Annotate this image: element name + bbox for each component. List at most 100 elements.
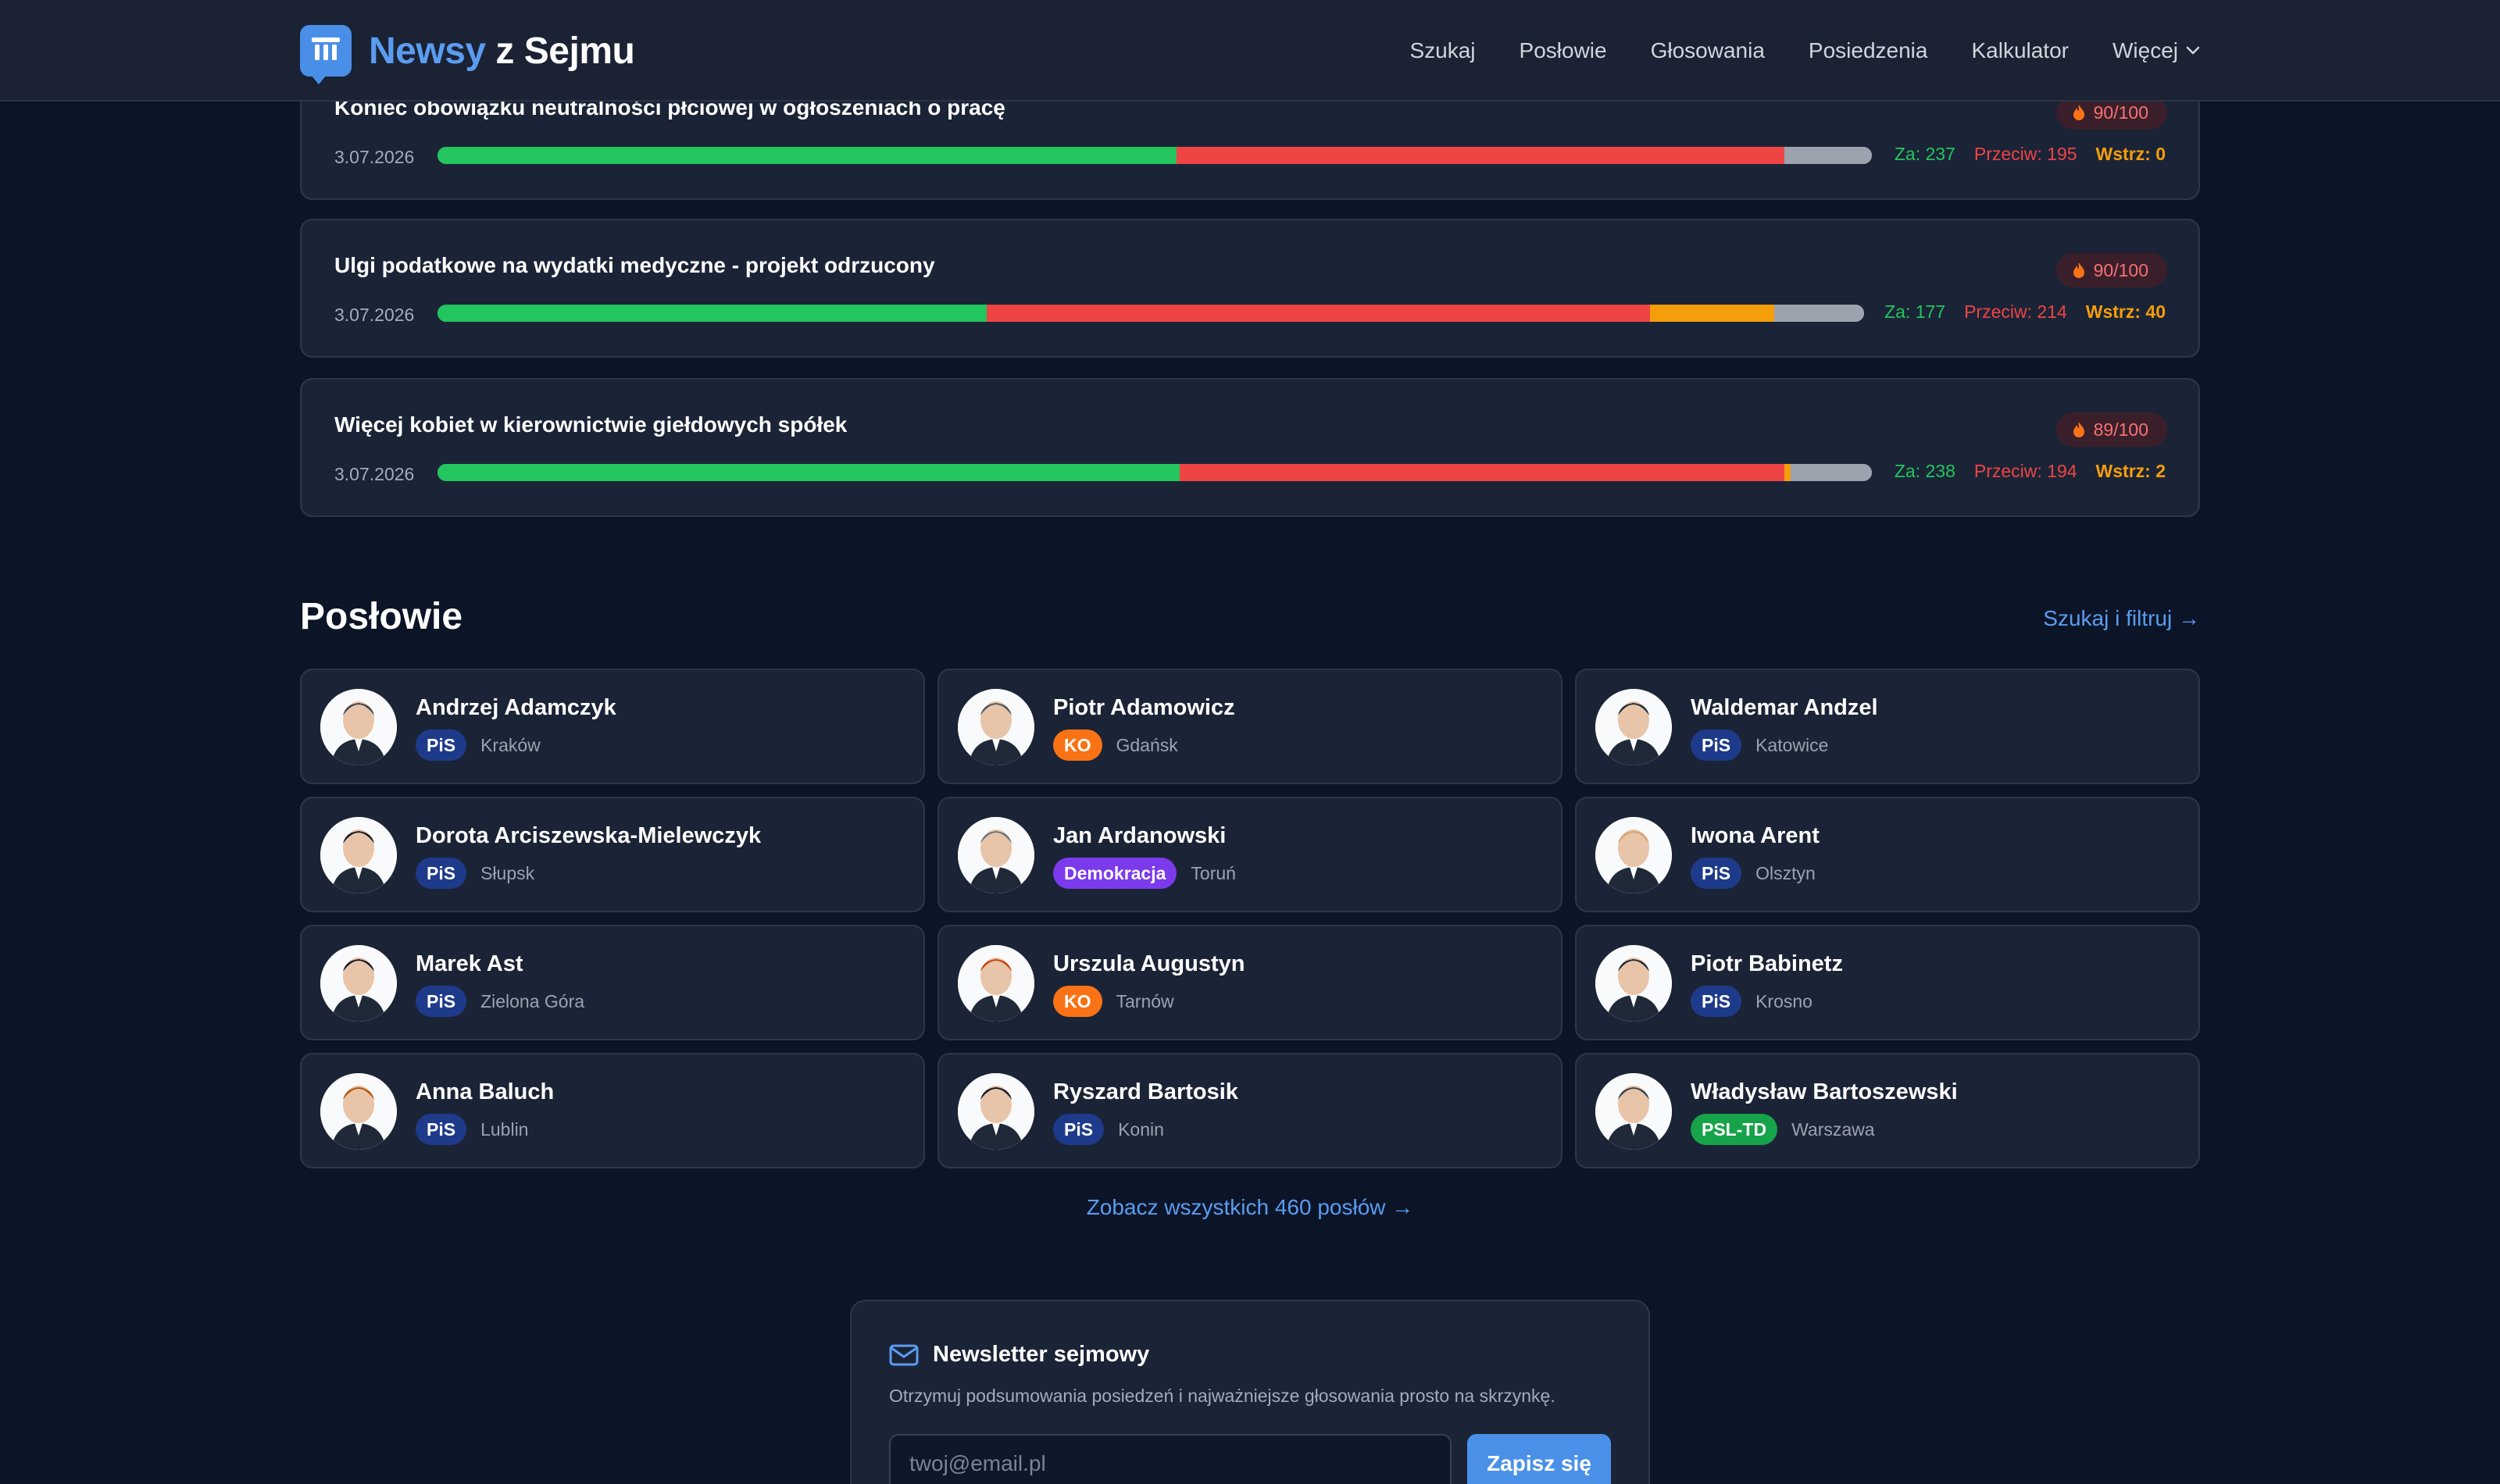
mp-city: Warszawa [1791, 1118, 1875, 1140]
bar-przeciw-segment [1176, 147, 1785, 164]
mp-name: Dorota Arciszewska-Mielewczyk [416, 823, 762, 848]
nav-szukaj[interactable]: Szukaj [1409, 38, 1476, 62]
bar-za-segment [438, 464, 1180, 481]
count-przeciw: Przeciw: 214 [1964, 301, 2067, 322]
mp-city: Słupsk [480, 862, 535, 883]
mp-card[interactable]: Anna Baluch PiS Lublin [300, 1053, 925, 1168]
brand-rest: z Sejmu [485, 30, 635, 72]
avatar [1595, 817, 1672, 894]
mp-city: Gdańsk [1116, 734, 1178, 755]
avatar [320, 689, 397, 765]
main-nav: Szukaj Posłowie Głosowania Posiedzenia K… [1409, 38, 2200, 63]
mp-city: Lublin [480, 1118, 529, 1140]
avatar [958, 1073, 1034, 1150]
mp-card[interactable]: Ryszard Bartosik PiS Konin [938, 1053, 1562, 1168]
count-wstrz: Wstrz: 0 [2095, 144, 2166, 164]
portrait-icon [958, 1073, 1034, 1150]
vote-date: 3.07.2026 [334, 305, 415, 325]
count-wstrz: Wstrz: 40 [2085, 301, 2166, 322]
count-przeciw: Przeciw: 194 [1973, 461, 2077, 481]
see-all-mps-link[interactable]: Zobacz wszystkich 460 posłów → [1086, 1195, 1414, 1219]
portrait-icon [320, 1073, 397, 1150]
newsletter-title: Newsletter sejmowy [933, 1342, 1150, 1367]
mp-card[interactable]: Piotr Babinetz PiS Krosno [1575, 925, 2200, 1040]
newsletter-description: Otrzymuj podsumowania posiedzeń i najważ… [889, 1386, 1555, 1406]
brand-accent: Newsy [369, 30, 486, 72]
avatar [1595, 1073, 1672, 1150]
party-badge: PiS [1691, 730, 1742, 761]
mp-card[interactable]: Waldemar Andzel PiS Katowice [1575, 669, 2200, 784]
mp-card[interactable]: Jan Ardanowski Demokracja Toruń [938, 797, 1562, 912]
hotness-score: 89/100 [2093, 419, 2148, 440]
count-za: Za: 237 [1894, 144, 1955, 164]
mail-icon [889, 1344, 919, 1365]
nav-kalkulator[interactable]: Kalkulator [1971, 38, 2069, 62]
avatar [958, 945, 1034, 1022]
mp-city: Olsztyn [1755, 862, 1816, 883]
mp-name: Piotr Babinetz [1691, 951, 1843, 976]
bar-absent-segment [1773, 305, 1864, 322]
avatar [320, 945, 397, 1022]
vote-card[interactable]: Ulgi podatkowe na wydatki medyczne - pro… [300, 219, 2200, 358]
section-title-poslowie: Posłowie [300, 596, 463, 637]
mp-name: Władysław Bartoszewski [1691, 1079, 1958, 1104]
avatar [958, 689, 1034, 765]
columns-icon [312, 37, 340, 60]
mp-name: Iwona Arent [1691, 823, 1820, 848]
count-wstrz: Wstrz: 2 [2095, 461, 2166, 481]
vote-counts: Za: 237 Przeciw: 195 Wstrz: 0 [1895, 144, 2166, 165]
mp-card[interactable]: Urszula Augustyn KO Tarnów [938, 925, 1562, 1040]
mp-name: Waldemar Andzel [1691, 695, 1878, 720]
bar-wstrz-segment [1784, 464, 1791, 481]
vote-card[interactable]: Więcej kobiet w kierownictwie giełdowych… [300, 378, 2200, 517]
portrait-icon [1595, 1073, 1672, 1150]
mp-card[interactable]: Andrzej Adamczyk PiS Kraków [300, 669, 925, 784]
party-badge: KO [1053, 986, 1102, 1017]
mp-card[interactable]: Władysław Bartoszewski PSL-TD Warszawa [1575, 1053, 2200, 1168]
search-filter-link[interactable]: Szukaj i filtruj → [2043, 606, 2200, 630]
nav-wiecej-dropdown[interactable]: Więcej [2112, 38, 2200, 63]
nav-poslowie[interactable]: Posłowie [1519, 38, 1607, 62]
brand-home-link[interactable]: Newsy z Sejmu [300, 25, 635, 84]
vote-date: 3.07.2026 [334, 464, 415, 484]
vote-result-bar [438, 305, 1864, 322]
mp-city: Tarnów [1116, 990, 1174, 1011]
flame-icon [2073, 262, 2084, 278]
vote-result-bar [438, 464, 1872, 481]
party-badge: Demokracja [1053, 858, 1177, 889]
mp-meta: PSL-TD Warszawa [1691, 1114, 1875, 1145]
avatar [1595, 689, 1672, 765]
mp-name: Andrzej Adamczyk [416, 695, 616, 720]
nav-posiedzenia[interactable]: Posiedzenia [1808, 38, 1928, 62]
party-badge: PiS [1691, 986, 1742, 1017]
mp-card[interactable]: Dorota Arciszewska-Mielewczyk PiS Słupsk [300, 797, 925, 912]
main-content: Koniec obowiązku neutralności płciowej w… [300, 0, 2200, 1484]
top-navbar: Newsy z Sejmu Szukaj Posłowie Głosowania… [0, 0, 2500, 102]
nav-wiecej-label: Więcej [2112, 38, 2178, 62]
subscribe-button[interactable]: Zapisz się [1467, 1434, 1611, 1484]
mp-city: Toruń [1191, 862, 1236, 883]
mp-name: Jan Ardanowski [1053, 823, 1227, 848]
mp-card[interactable]: Marek Ast PiS Zielona Góra [300, 925, 925, 1040]
portrait-icon [1595, 945, 1672, 1022]
nav-glosowania[interactable]: Głosowania [1650, 38, 1765, 62]
mp-meta: PiS Kraków [416, 730, 541, 761]
avatar [320, 1073, 397, 1150]
mp-card[interactable]: Iwona Arent PiS Olsztyn [1575, 797, 2200, 912]
mp-city: Krosno [1755, 990, 1812, 1011]
flame-icon [2073, 422, 2084, 437]
portrait-icon [1595, 689, 1672, 765]
bar-absent-segment [1784, 147, 1872, 164]
hotness-score: 90/100 [2093, 102, 2148, 123]
bar-absent-segment [1791, 464, 1872, 481]
email-field[interactable] [889, 1434, 1452, 1484]
count-przeciw: Przeciw: 195 [1973, 144, 2077, 164]
portrait-icon [958, 817, 1034, 894]
vote-counts: Za: 177 Przeciw: 214 Wstrz: 40 [1884, 301, 2166, 323]
portrait-icon [320, 945, 397, 1022]
mp-meta: PiS Konin [1053, 1114, 1164, 1145]
party-badge: PiS [1691, 858, 1742, 889]
mp-meta: PiS Lublin [416, 1114, 528, 1145]
mp-card[interactable]: Piotr Adamowicz KO Gdańsk [938, 669, 1562, 784]
mp-meta: KO Tarnów [1053, 986, 1174, 1017]
